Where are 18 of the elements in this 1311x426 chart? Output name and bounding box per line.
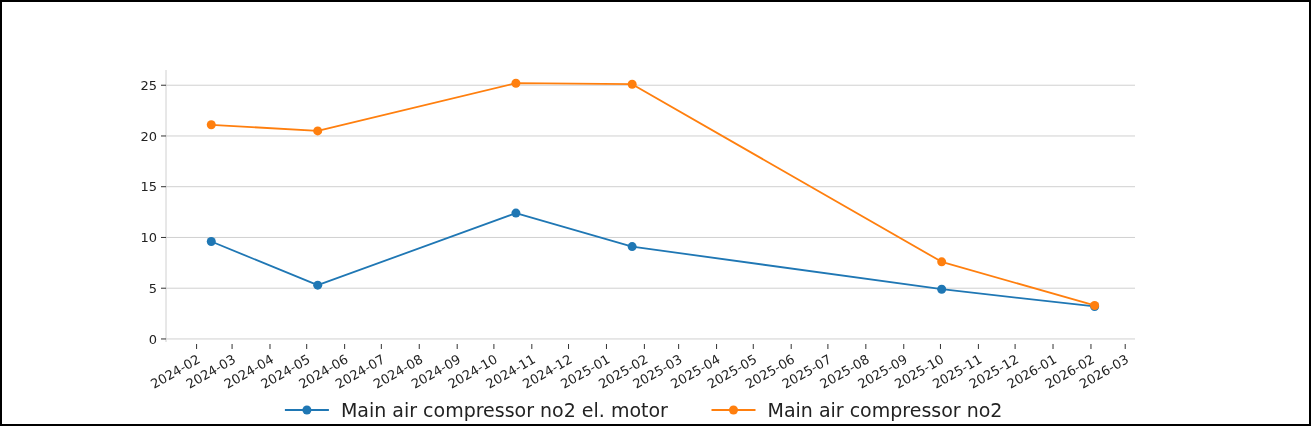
y-tick-label: 15 [140,179,157,195]
legend-label: Main air compressor no2 el. motor [340,398,669,421]
y-tick-label: 5 [148,280,157,296]
legend-label: Main air compressor no2 [767,398,1003,421]
point [937,284,947,294]
y-tick-label: 10 [140,230,157,246]
point [206,237,216,247]
y-tick-label: 25 [140,77,157,93]
point [206,120,216,130]
point [511,208,521,218]
point [627,79,637,89]
y-tick-label: 20 [140,128,157,144]
point [313,126,323,136]
y-tick-label: 0 [148,331,157,347]
point [937,257,947,267]
point [511,78,521,88]
point [627,242,637,252]
point [313,280,323,290]
